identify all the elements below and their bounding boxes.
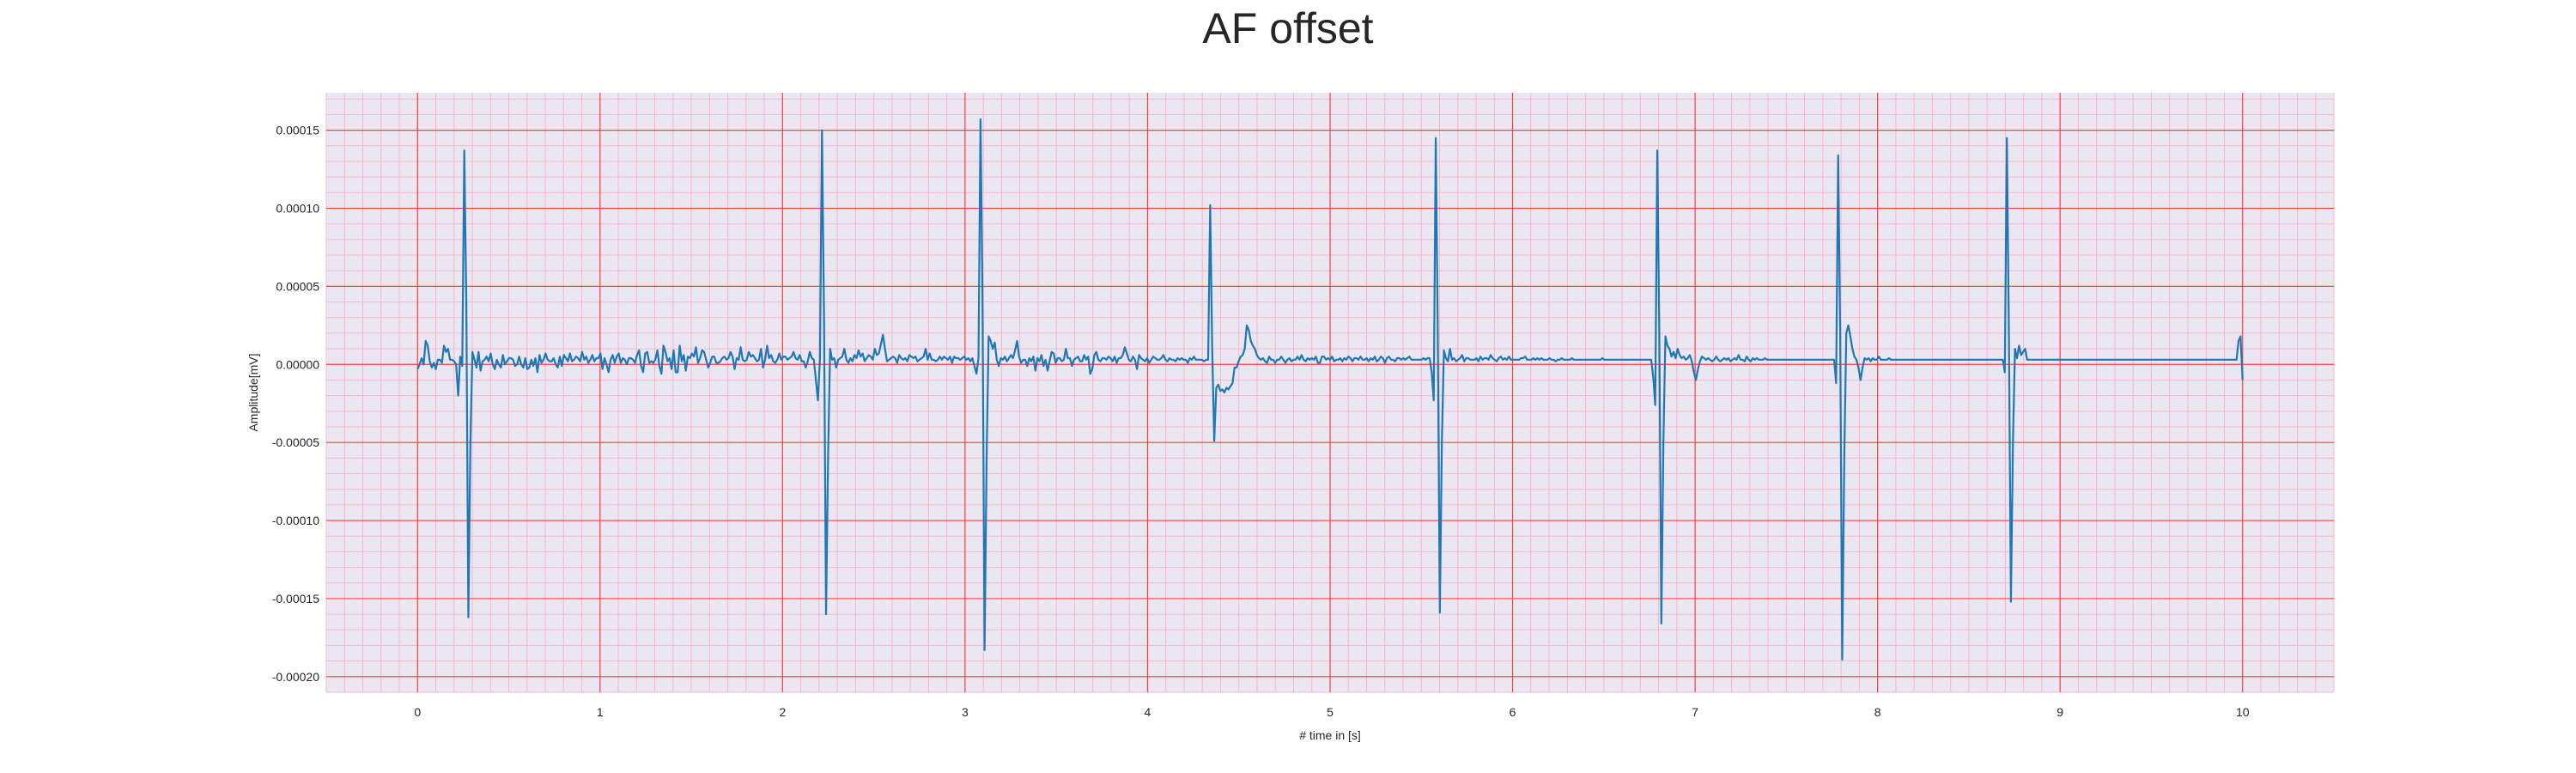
y-axis-label: Amplitude[mV]: [246, 353, 260, 431]
x-tick-label: 2: [779, 705, 786, 719]
x-tick-label: 4: [1145, 705, 1151, 719]
x-tick-label: 10: [2236, 705, 2250, 719]
x-tick-label: 3: [962, 705, 969, 719]
x-tick-label: 7: [1692, 705, 1698, 719]
x-tick-label: 5: [1327, 705, 1334, 719]
x-axis-ticks: 0 1 2 3 4 5 6 7 8 9 10: [414, 705, 2249, 719]
x-tick-label: 9: [2057, 705, 2063, 719]
series-line: [416, 118, 2244, 660]
x-tick-label: 1: [597, 705, 604, 719]
chart-title: AF offset: [1202, 4, 1374, 52]
y-tick-label: 0.00000: [276, 357, 319, 371]
y-tick-label: 0.00010: [276, 202, 319, 216]
y-tick-label: -0.00020: [272, 670, 319, 684]
x-tick-label: 8: [1874, 705, 1881, 719]
y-tick-label: -0.00005: [272, 435, 319, 449]
major-grid: [326, 93, 2334, 692]
x-tick-label: 6: [1510, 705, 1516, 719]
y-tick-label: 0.00015: [276, 124, 319, 137]
y-axis-ticks: 0.00015 0.00010 0.00005 0.00000 -0.00005 -0.0…: [272, 124, 319, 684]
x-axis-label: # time in [s]: [1299, 728, 1361, 742]
y-tick-label: -0.00010: [272, 514, 319, 527]
x-tick-label: 0: [414, 705, 421, 719]
y-tick-label: 0.00005: [276, 279, 319, 293]
y-tick-label: -0.00015: [272, 592, 319, 606]
